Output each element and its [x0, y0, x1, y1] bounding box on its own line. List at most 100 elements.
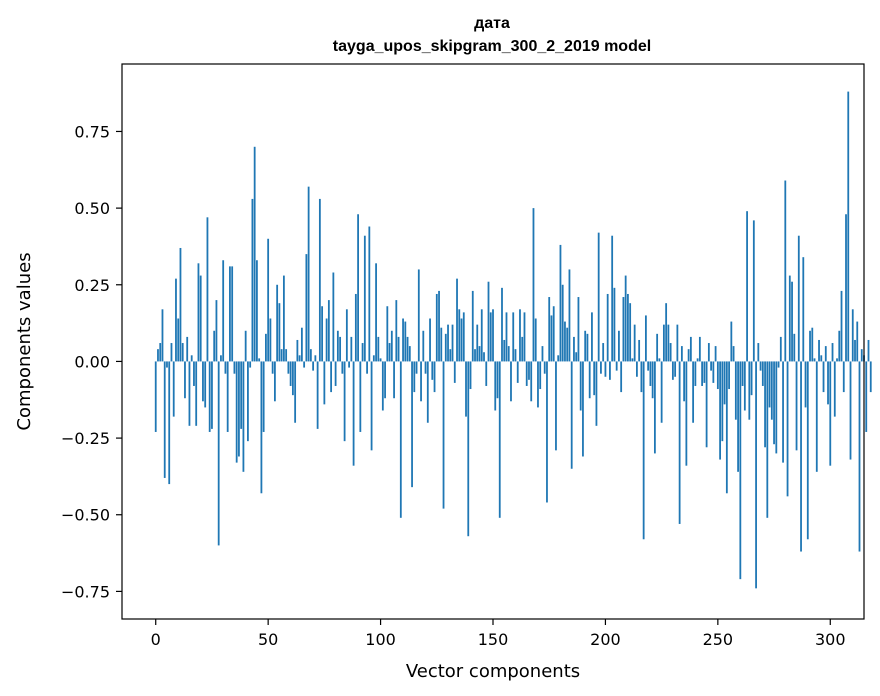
bar-297 [822, 361, 825, 393]
bar-246 [707, 343, 710, 362]
bar-91 [359, 361, 362, 432]
bar-14 [186, 336, 189, 362]
y-tick-label: −0.75 [61, 582, 110, 601]
bar-233 [678, 361, 681, 524]
y-tick-label: 0.25 [74, 276, 110, 295]
bar-255 [728, 361, 730, 390]
bar-125 [435, 293, 438, 362]
bar-301 [831, 343, 834, 362]
chart-subtitle: tayga_upos_skipgram_300_2_2019 model [333, 38, 651, 55]
bar-0 [154, 361, 157, 432]
bar-163 [521, 336, 524, 362]
bar-228 [667, 324, 670, 362]
bar-253 [723, 361, 726, 405]
bar-30 [222, 260, 225, 362]
bar-211 [629, 303, 632, 362]
bar-263 [746, 211, 748, 362]
bar-230 [671, 361, 674, 380]
bar-133 [453, 361, 456, 383]
bar-143 [476, 324, 479, 362]
bar-75 [323, 361, 326, 405]
bar-222 [653, 361, 656, 454]
bar-314 [860, 349, 863, 362]
bar-145 [480, 309, 483, 362]
bar-268 [757, 343, 760, 362]
bar-293 [813, 358, 816, 362]
bar-18 [195, 361, 198, 426]
bar-61 [291, 361, 294, 396]
bar-245 [705, 361, 708, 448]
bar-155 [503, 339, 506, 362]
bar-168 [532, 208, 535, 362]
bar-90 [357, 214, 359, 362]
bar-174 [546, 361, 548, 503]
bar-130 [447, 324, 449, 362]
bar-47 [260, 361, 263, 494]
bar-62 [294, 361, 297, 423]
bar-55 [278, 303, 281, 362]
bar-214 [636, 361, 638, 377]
bar-111 [404, 321, 407, 362]
bar-35 [233, 361, 236, 374]
bar-175 [548, 297, 551, 362]
bar-132 [451, 324, 454, 362]
bar-88 [352, 361, 355, 466]
bar-261 [741, 361, 744, 386]
bar-116 [415, 361, 418, 374]
bar-206 [618, 330, 620, 362]
bar-16 [190, 355, 193, 362]
bar-45 [256, 260, 258, 362]
bar-108 [397, 336, 400, 362]
bar-177 [552, 306, 555, 362]
bar-264 [748, 361, 751, 420]
bar-269 [759, 361, 762, 371]
bar-281 [786, 361, 789, 497]
bar-43 [251, 198, 254, 362]
bar-202 [609, 361, 611, 380]
bar-11 [179, 247, 182, 362]
bar-4 [163, 361, 166, 478]
bar-129 [444, 333, 447, 362]
bar-51 [269, 318, 272, 362]
bar-277 [777, 361, 780, 368]
bar-279 [782, 361, 784, 463]
bar-49 [265, 333, 267, 362]
bar-126 [438, 290, 440, 362]
bar-209 [624, 275, 627, 362]
bar-303 [836, 358, 838, 362]
bar-201 [606, 293, 609, 362]
bar-31 [224, 361, 227, 374]
bar-81 [336, 330, 339, 362]
bar-157 [507, 346, 510, 362]
bar-21 [202, 361, 204, 402]
bar-224 [658, 358, 661, 362]
bar-152 [496, 361, 499, 399]
bar-127 [440, 327, 443, 362]
bar-172 [541, 346, 544, 362]
y-tick-label: 0.75 [74, 122, 110, 141]
bar-80 [334, 361, 337, 386]
bar-302 [833, 361, 836, 417]
bar-58 [285, 349, 288, 362]
bar-89 [354, 293, 357, 362]
bar-100 [379, 358, 382, 362]
bar-260 [739, 361, 742, 580]
bar-38 [240, 361, 243, 429]
bar-20 [199, 275, 202, 362]
bar-296 [820, 355, 823, 362]
x-tick-label: 0 [151, 630, 161, 649]
bar-188 [577, 297, 580, 362]
bar-121 [426, 361, 429, 423]
bar-149 [489, 312, 492, 362]
bar-25 [211, 361, 213, 429]
bar-226 [662, 324, 665, 362]
bar-185 [570, 361, 573, 469]
x-tick-label: 300 [815, 630, 846, 649]
bar-270 [761, 361, 764, 386]
bar-262 [743, 361, 746, 411]
bar-164 [523, 312, 526, 362]
bar-72 [316, 361, 319, 429]
bar-204 [613, 287, 616, 362]
bar-110 [402, 318, 404, 362]
bar-275 [773, 361, 775, 445]
